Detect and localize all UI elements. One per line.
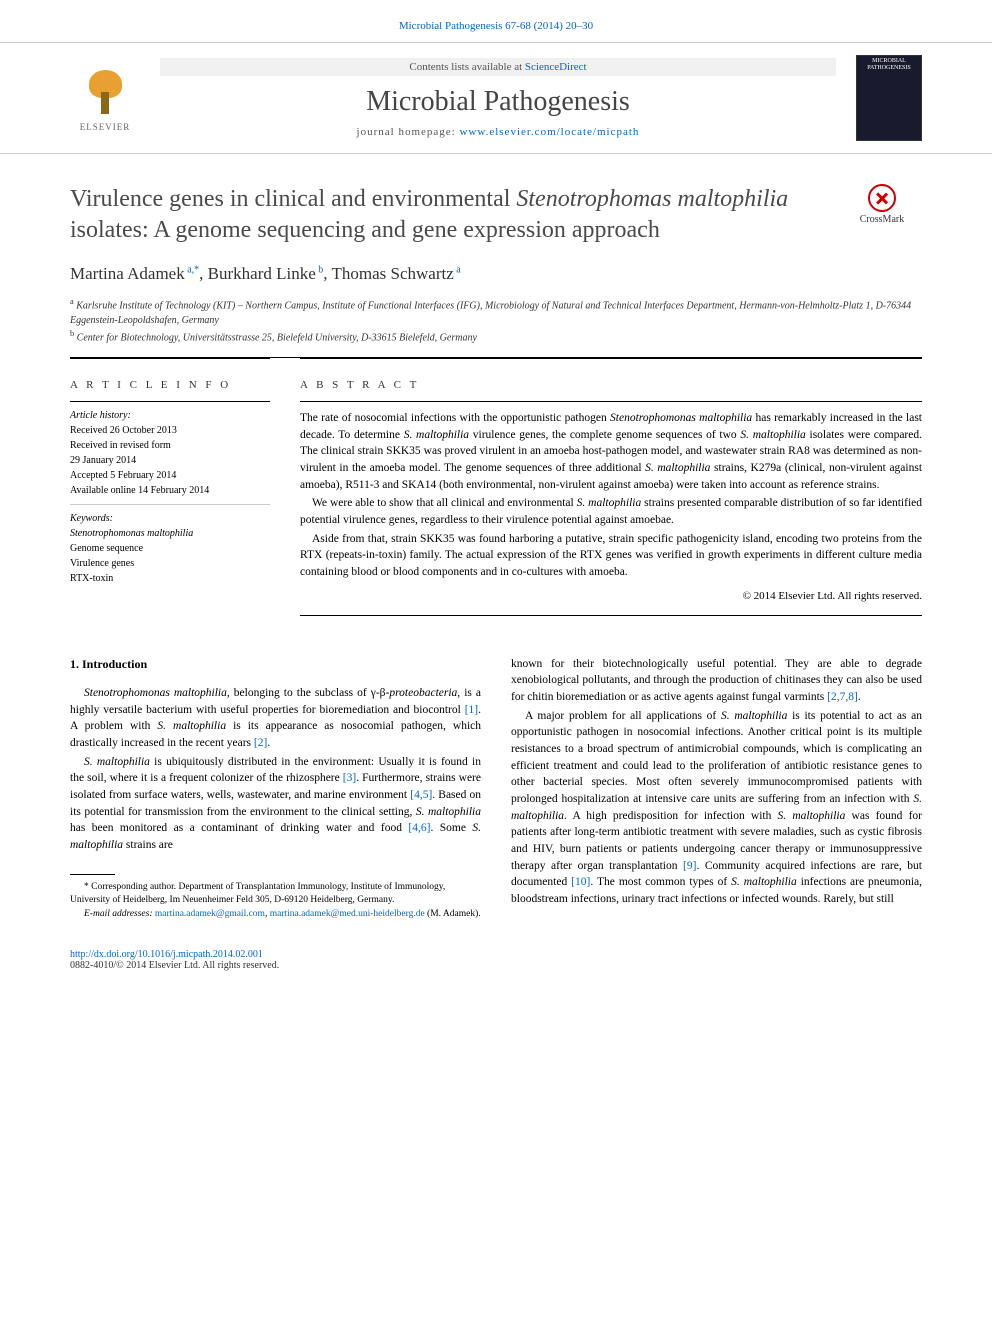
- email-link[interactable]: martina.adamek@med.uni-heidelberg.de: [270, 909, 425, 919]
- elsevier-logo[interactable]: ELSEVIER: [70, 58, 140, 138]
- elsevier-label: ELSEVIER: [80, 122, 131, 132]
- email-footnote: E-mail addresses: martina.adamek@gmail.c…: [70, 908, 481, 921]
- body-para: Stenotrophomonas maltophilia, belonging …: [70, 685, 481, 752]
- citation-link[interactable]: Microbial Pathogenesis 67-68 (2014) 20–3…: [0, 0, 992, 42]
- authors: Martina Adamek a,*, Burkhard Linke b, Th…: [0, 256, 992, 292]
- crossmark-badge[interactable]: CrossMark: [842, 184, 922, 246]
- column-right: known for their biotechnologically usefu…: [511, 656, 922, 924]
- elsevier-tree-icon: [78, 65, 133, 120]
- masthead: ELSEVIER Contents lists available at Sci…: [0, 42, 992, 154]
- doi-link[interactable]: http://dx.doi.org/10.1016/j.micpath.2014…: [70, 949, 263, 960]
- history-item: 29 January 2014: [70, 453, 270, 468]
- footnote-separator: [70, 874, 115, 875]
- sciencedirect-prefix: Contents lists available at: [409, 61, 524, 73]
- affiliations: a Karlsruhe Institute of Technology (KIT…: [0, 292, 992, 357]
- body-para: A major problem for all applications of …: [511, 708, 922, 908]
- article-info-heading: A R T I C L E I N F O: [70, 367, 270, 391]
- body-columns: 1. Introduction Stenotrophomonas maltoph…: [0, 616, 992, 944]
- abstract-para: Aside from that, strain SKK35 was found …: [300, 531, 922, 581]
- journal-name: Microbial Pathogenesis: [160, 86, 836, 118]
- journal-cover-thumbnail[interactable]: MICROBIAL PATHOGENESIS: [856, 55, 922, 141]
- article-history: Article history: Received 26 October 201…: [70, 401, 270, 504]
- body-para: known for their biotechnologically usefu…: [511, 656, 922, 706]
- history-item: Accepted 5 February 2014: [70, 468, 270, 483]
- section-heading: 1. Introduction: [70, 656, 481, 673]
- sciencedirect-link[interactable]: ScienceDirect: [525, 61, 587, 73]
- abstract: A B S T R A C T The rate of nosocomial i…: [300, 358, 922, 616]
- sciencedirect-line: Contents lists available at ScienceDirec…: [160, 58, 836, 76]
- footer: http://dx.doi.org/10.1016/j.micpath.2014…: [0, 943, 992, 1001]
- crossmark-label: CrossMark: [860, 214, 904, 225]
- abstract-para: The rate of nosocomial infections with t…: [300, 410, 922, 493]
- abstract-para: We were able to show that all clinical a…: [300, 495, 922, 528]
- copyright: © 2014 Elsevier Ltd. All rights reserved…: [300, 589, 922, 616]
- corresponding-author: * Corresponding author. Department of Tr…: [70, 881, 481, 907]
- history-label: Article history:: [70, 408, 270, 423]
- keyword: Stenotrophomonas maltophilia: [70, 526, 270, 541]
- keyword: Genome sequence: [70, 541, 270, 556]
- keyword: Virulence genes: [70, 556, 270, 571]
- article-info: A R T I C L E I N F O Article history: R…: [70, 358, 270, 616]
- history-item: Received in revised form: [70, 438, 270, 453]
- issn-line: 0882-4010/© 2014 Elsevier Ltd. All right…: [70, 960, 279, 971]
- crossmark-icon: [868, 184, 896, 212]
- history-item: Received 26 October 2013: [70, 423, 270, 438]
- affiliation-b: b Center for Biotechnology, Universitäts…: [70, 328, 922, 345]
- body-para: S. maltophilia is ubiquitously distribut…: [70, 754, 481, 854]
- title-block: Virulence genes in clinical and environm…: [0, 154, 992, 256]
- cover-title: MICROBIAL PATHOGENESIS: [859, 58, 919, 71]
- masthead-center: Contents lists available at ScienceDirec…: [160, 58, 836, 138]
- email-link[interactable]: martina.adamek@gmail.com: [155, 909, 265, 919]
- homepage-line: journal homepage: www.elsevier.com/locat…: [160, 126, 836, 138]
- abstract-body: The rate of nosocomial infections with t…: [300, 401, 922, 616]
- keyword: RTX-toxin: [70, 571, 270, 586]
- keywords: Keywords: Stenotrophomonas maltophilia G…: [70, 504, 270, 592]
- column-left: 1. Introduction Stenotrophomonas maltoph…: [70, 656, 481, 924]
- homepage-link[interactable]: www.elsevier.com/locate/micpath: [459, 126, 639, 138]
- history-item: Available online 14 February 2014: [70, 483, 270, 498]
- article-title: Virulence genes in clinical and environm…: [70, 184, 822, 246]
- homepage-prefix: journal homepage:: [357, 126, 460, 138]
- abstract-heading: A B S T R A C T: [300, 367, 922, 391]
- keywords-label: Keywords:: [70, 511, 270, 526]
- affiliation-a: a Karlsruhe Institute of Technology (KIT…: [70, 296, 922, 327]
